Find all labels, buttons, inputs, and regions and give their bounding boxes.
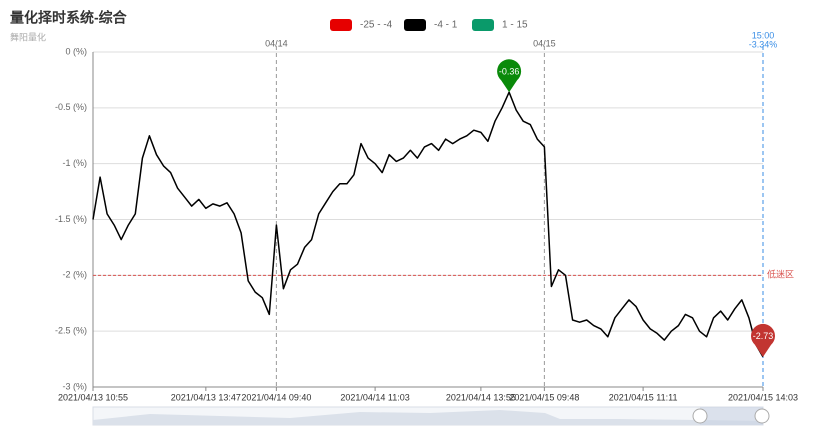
y-tick-label: -0.5 (%) [55,102,87,112]
mark-pin-label: -2.73 [753,331,774,341]
y-tick-label: 0 (%) [65,46,87,56]
y-tick-label: -2 (%) [63,270,88,280]
series-line [92,91,764,358]
slider-handle[interactable] [692,408,708,424]
slider-handle[interactable] [754,408,770,424]
mark-pin-label: -0.36 [499,67,520,77]
marker-sublabel: -3.34% [749,39,778,49]
y-tick-label: -1.5 (%) [55,214,87,224]
slider-preview [93,410,763,425]
y-tick-label: -2.5 (%) [55,326,87,336]
x-tick-label: 2021/04/15 09:48 [509,392,579,402]
mark-pin [497,59,522,93]
marker-label: 04/14 [265,38,288,48]
mark-pin [751,323,775,357]
chart-subtitle: 舞阳量化 [10,31,46,42]
x-tick-label: 2021/04/15 11:11 [609,392,678,402]
x-tick-label: 2021/04/14 09:40 [241,392,311,402]
legend-label: 1 - 15 [502,20,528,31]
y-tick-label: -1 (%) [63,158,88,168]
x-tick-label: 2021/04/14 11:03 [340,392,409,402]
legend-swatch [330,19,352,31]
x-tick-label: 2021/04/13 10:55 [58,392,128,402]
legend-swatch [404,19,426,31]
y-tick-label: -3 (%) [63,381,88,391]
marker-label: 04/15 [533,38,556,48]
x-tick-label: 2021/04/14 13:55 [446,392,516,402]
legend-label: -4 - 1 [434,20,458,31]
legend-swatch [472,19,494,31]
threshold-label: 低迷区 [767,269,794,280]
chart-title: 量化择时系统-综合 [10,10,128,26]
marker-label: 15:00 [752,30,775,40]
zoom-slider[interactable] [92,406,770,426]
legend-label: -25 - -4 [360,20,393,31]
x-tick-label: 2021/04/13 13:47 [171,392,241,402]
x-tick-label: 2021/04/15 14:03 [728,392,798,402]
slider-window[interactable] [700,407,763,425]
